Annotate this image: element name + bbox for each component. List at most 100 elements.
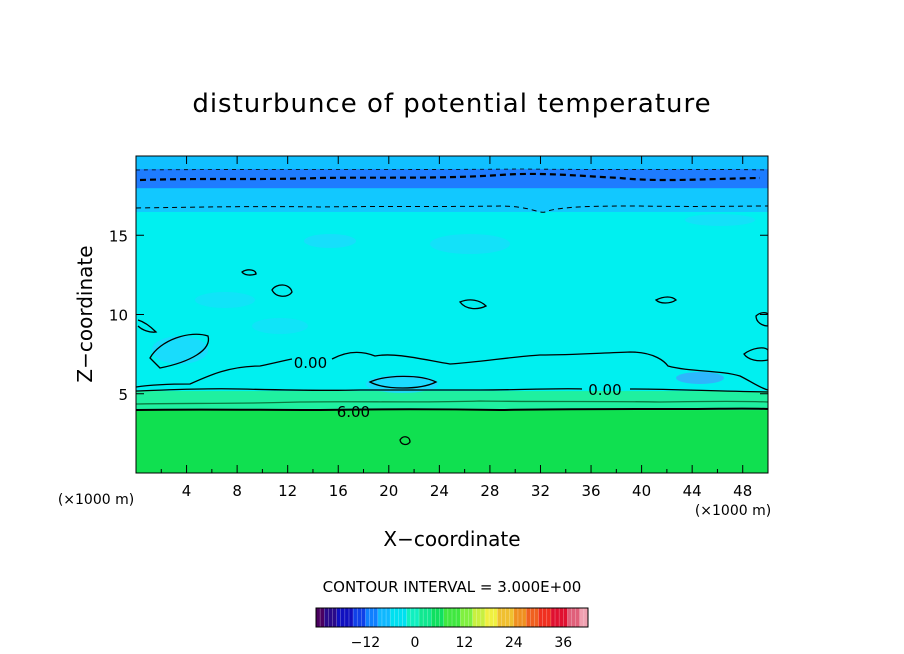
colorbar-cell <box>534 608 539 627</box>
colorbar-cell <box>509 608 515 627</box>
colorbar-cell <box>381 608 387 627</box>
colorbar-cell <box>542 608 548 627</box>
heatmap-band-0 <box>136 409 768 473</box>
heatmap-band-5 <box>136 156 768 170</box>
colorbar-cell <box>373 608 379 627</box>
x-unit-label-left: (×1000 m) <box>58 492 134 508</box>
colorbar-cell <box>377 608 383 627</box>
contour-dash-upper <box>136 168 768 171</box>
heatmap-band-4 <box>136 168 768 189</box>
y-axis-label: Z−coordinate <box>73 245 97 382</box>
colorbar-cell <box>456 608 461 627</box>
colorbar-cell <box>423 608 428 627</box>
colorbar-cell <box>435 608 440 627</box>
contour-line-0 <box>136 351 768 391</box>
colorbar-cell <box>563 608 568 627</box>
contour-label-2: 6.00 <box>337 403 370 421</box>
x-axis-label: X−coordinate <box>383 527 520 551</box>
x-tick-label-11: 48 <box>733 482 752 500</box>
colorbar-cell <box>357 608 362 627</box>
colorbar <box>315 608 589 627</box>
x-unit-label-right: (×1000 m) <box>695 503 771 519</box>
colorbar-cell <box>386 608 391 627</box>
colorbar-cell <box>344 608 350 627</box>
colorbar-cell <box>402 608 407 627</box>
colorbar-cell <box>464 608 469 627</box>
colorbar-cell <box>522 608 527 627</box>
colorbar-cell <box>484 608 490 627</box>
colorbar-cell <box>472 608 478 627</box>
colorbar-cell <box>571 608 576 627</box>
colorbar-cell <box>530 608 535 627</box>
contour-line-3 <box>136 400 768 405</box>
colorbar-cell <box>559 608 564 627</box>
colorbar-cell <box>398 608 403 627</box>
colorbar-cell <box>320 608 325 627</box>
colorbar-cell <box>480 608 486 627</box>
x-tick-label-2: 12 <box>278 482 297 500</box>
colorbar-cell <box>460 608 465 627</box>
contour-small-g <box>399 436 411 446</box>
colorbar-cell <box>439 608 445 627</box>
colorbar-cell <box>583 608 589 627</box>
colorbar-cell <box>579 608 585 627</box>
contour-small-f <box>654 296 678 304</box>
contour-small-i <box>755 312 768 327</box>
contour-line-0b <box>136 388 768 393</box>
x-tick-label-10: 44 <box>683 482 702 500</box>
colorbar-cell <box>443 608 449 627</box>
colorbar-cell <box>501 608 506 627</box>
colorbar-cell <box>414 608 420 627</box>
contour-labels: 0.00 0.00 6.00 <box>294 354 622 421</box>
colorbar-cell <box>406 608 412 627</box>
contour-small-e <box>458 299 488 310</box>
colorbar-cell <box>328 608 333 627</box>
x-tick-label-4: 20 <box>379 482 398 500</box>
colorbar-frame <box>315 607 589 628</box>
x-tick-label-3: 16 <box>329 482 348 500</box>
x-tick-label-8: 36 <box>581 482 600 500</box>
colorbar-cell <box>332 608 337 627</box>
colorbar-cell <box>555 608 560 627</box>
contour-small-b <box>368 375 438 389</box>
colorbar-cell <box>348 608 354 627</box>
contour-label-1: 0.00 <box>588 381 621 399</box>
y-tick-label-1: 10 <box>109 307 128 325</box>
contour-small-d <box>137 319 158 333</box>
colorbar-cell <box>505 608 510 627</box>
colorbar-cell <box>369 608 374 627</box>
x-tick-label-6: 28 <box>480 482 499 500</box>
colorbar-cell <box>447 608 453 627</box>
contour-small-j <box>241 269 257 276</box>
contour-lines <box>136 168 768 446</box>
colorbar-cell <box>517 608 523 627</box>
colorbar-cell <box>489 608 494 627</box>
colorbar-cell <box>526 608 531 627</box>
colorbar-cell <box>497 608 502 627</box>
y-tick-label-0: 5 <box>118 386 128 404</box>
contour-small-a <box>149 333 210 369</box>
colorbar-tick-label-4: 36 <box>554 635 572 651</box>
colorbar-cell <box>427 608 432 627</box>
y-axis-ticks: 5 10 15 <box>109 227 768 404</box>
colorbar-cell <box>431 608 436 627</box>
colorbar-cell <box>575 608 581 627</box>
x-axis-ticks: 4 8 12 16 20 24 28 32 36 40 44 48 <box>160 156 752 500</box>
colorbar-cell <box>419 608 424 627</box>
colorbar-cell <box>361 608 366 627</box>
plot-area <box>136 156 768 473</box>
colorbar-cell <box>324 608 329 627</box>
contour-small-c <box>271 284 293 297</box>
x-tick-label-9: 40 <box>632 482 651 500</box>
colorbar-cell <box>340 608 346 627</box>
colorbar-cell <box>365 608 370 627</box>
colorbar-tick-label-3: 24 <box>505 635 523 651</box>
colorbar-tick-label-2: 12 <box>455 635 473 651</box>
texture-patches <box>152 214 755 393</box>
chart-title: disturbunce of potential temperature <box>192 89 711 119</box>
heatmap-bands <box>136 156 768 473</box>
x-tick-label-1: 8 <box>232 482 242 500</box>
x-tick-label-0: 4 <box>182 482 192 500</box>
colorbar-cell <box>476 608 482 627</box>
